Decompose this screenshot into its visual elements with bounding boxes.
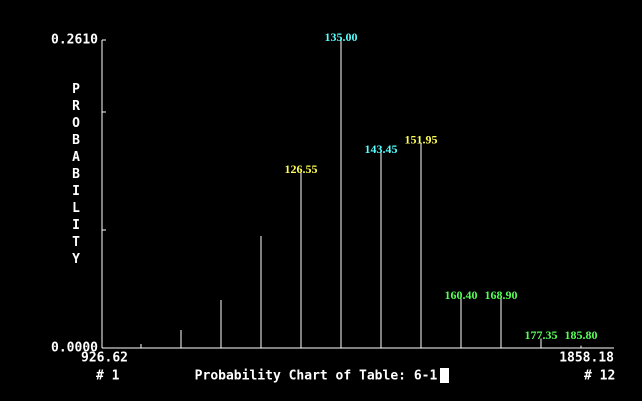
bar-label: 151.95 (405, 132, 438, 146)
bar-label: 177.35 (525, 328, 558, 342)
x-start-label: 926.62 (81, 351, 128, 366)
bar-label: 135.00 (325, 30, 358, 44)
bar-label: 160.40 (445, 288, 478, 302)
bar-label: 143.45 (365, 142, 398, 156)
cursor (440, 368, 449, 383)
x-end-label: 1858.18 (559, 351, 614, 366)
bar-label: 168.90 (485, 288, 518, 302)
y-tick-label: 0.2610 (51, 33, 98, 48)
bar-label: 185.80 (565, 328, 598, 342)
y-axis-label: PROBABILITY (69, 82, 84, 269)
last-index: # 12 (584, 369, 615, 384)
chart-title: Probability Chart of Table: 6-1 (195, 369, 438, 384)
bar-label: 126.55 (285, 162, 318, 176)
y-tick-label: 0.0000 (51, 341, 98, 356)
first-index: # 1 (96, 369, 120, 384)
